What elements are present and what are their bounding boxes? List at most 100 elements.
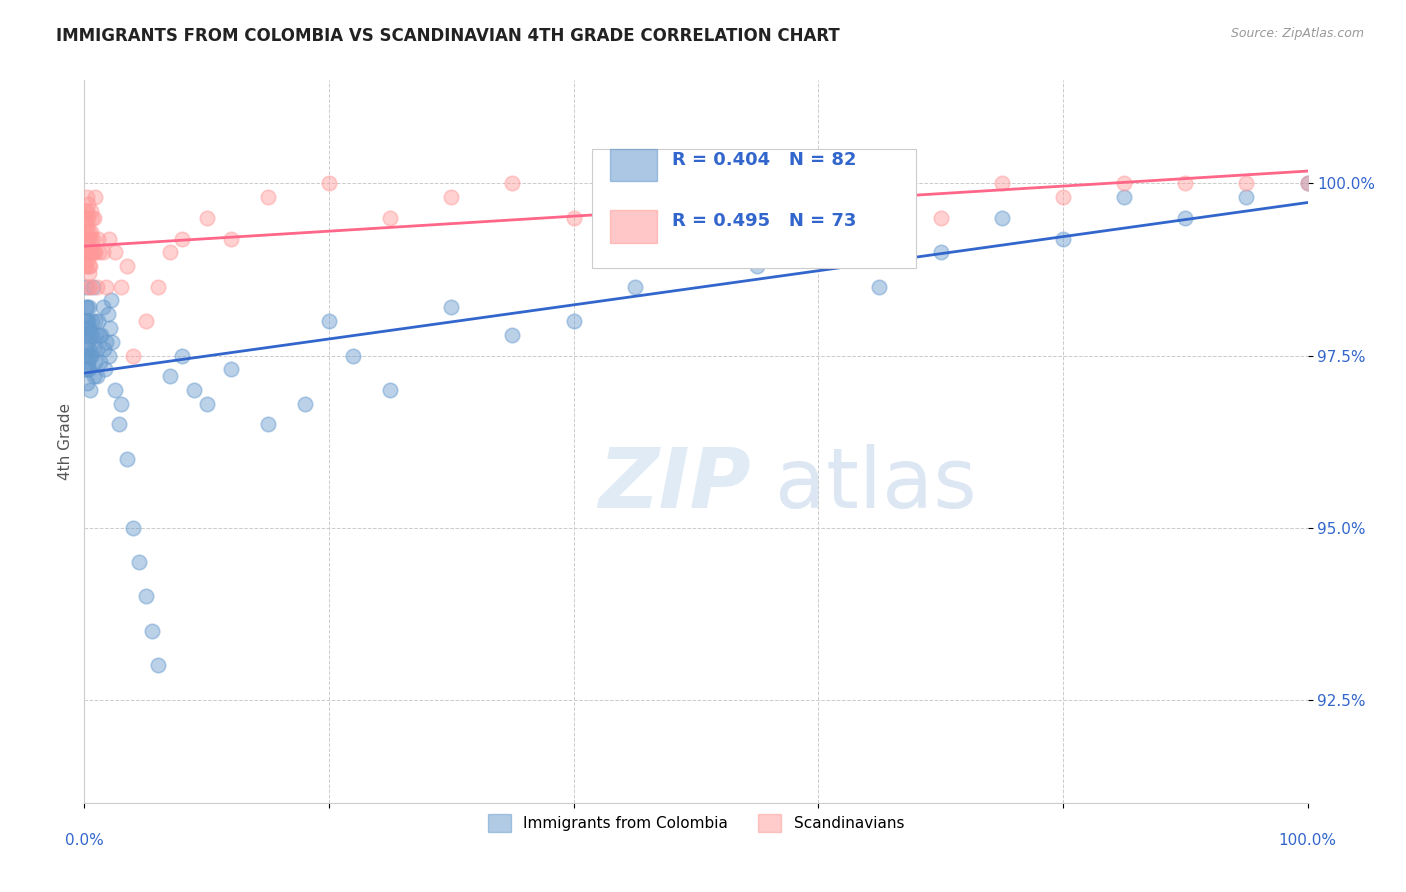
Point [172, 349, 194, 363]
Point [1052, 190, 1074, 204]
Point [77, 245, 100, 260]
Point [115, 451, 138, 466]
Text: R = 0.495   N = 73: R = 0.495 N = 73 [672, 212, 856, 230]
Point [380, 211, 402, 225]
Point [84, 245, 107, 260]
Point [929, 245, 952, 260]
Point [79, 383, 101, 397]
Point [77, 342, 100, 356]
Point [115, 259, 138, 273]
Point [83, 369, 105, 384]
Y-axis label: 4th Grade: 4th Grade [58, 403, 73, 480]
Point [1296, 177, 1319, 191]
Point [159, 369, 181, 384]
Point [76, 252, 98, 267]
Point [90, 327, 112, 342]
Point [83, 245, 105, 260]
Legend: Immigrants from Colombia, Scandinavians: Immigrants from Colombia, Scandinavians [482, 807, 910, 838]
Point [83, 314, 105, 328]
Point [1114, 177, 1136, 191]
Point [75, 327, 97, 342]
Point [440, 301, 463, 315]
Point [75, 349, 97, 363]
Point [257, 190, 280, 204]
Point [77, 225, 100, 239]
Text: 100.0%: 100.0% [1278, 833, 1337, 848]
Point [76, 204, 98, 219]
Point [318, 314, 340, 328]
Point [141, 624, 163, 638]
Point [80, 349, 103, 363]
Point [502, 327, 524, 342]
Point [80, 245, 103, 260]
Text: IMMIGRANTS FROM COLOMBIA VS SCANDINAVIAN 4TH GRADE CORRELATION CHART: IMMIGRANTS FROM COLOMBIA VS SCANDINAVIAN… [56, 27, 839, 45]
Point [79, 349, 101, 363]
Point [75, 245, 97, 260]
Point [146, 279, 169, 293]
Point [97, 349, 120, 363]
Point [624, 177, 647, 191]
Point [96, 334, 118, 349]
Point [80, 314, 103, 328]
Point [110, 279, 132, 293]
Point [76, 321, 98, 335]
Point [93, 342, 115, 356]
Point [76, 190, 98, 204]
Point [110, 397, 132, 411]
Point [75, 362, 97, 376]
Point [107, 417, 129, 432]
Point [122, 349, 145, 363]
Point [79, 245, 101, 260]
Point [87, 327, 110, 342]
Point [84, 327, 107, 342]
Point [440, 190, 463, 204]
Point [75, 238, 97, 252]
Point [1114, 190, 1136, 204]
Point [77, 231, 100, 245]
Point [75, 349, 97, 363]
Text: Source: ZipAtlas.com: Source: ZipAtlas.com [1230, 27, 1364, 40]
Point [318, 177, 340, 191]
Point [97, 307, 120, 321]
Point [75, 259, 97, 273]
Point [75, 301, 97, 315]
Point [807, 177, 830, 191]
Point [869, 190, 891, 204]
Text: R = 0.404   N = 82: R = 0.404 N = 82 [672, 151, 856, 169]
Point [75, 279, 97, 293]
Point [869, 279, 891, 293]
Point [79, 266, 101, 280]
Point [75, 231, 97, 245]
Point [94, 362, 117, 376]
Point [929, 211, 952, 225]
Point [79, 245, 101, 260]
Point [87, 231, 110, 245]
FancyBboxPatch shape [592, 149, 917, 268]
Point [172, 231, 194, 245]
Point [80, 231, 103, 245]
Point [82, 327, 104, 342]
Point [83, 190, 105, 204]
Point [1236, 190, 1258, 204]
Point [747, 211, 769, 225]
Point [83, 211, 105, 225]
Point [89, 355, 111, 369]
Point [87, 314, 110, 328]
Point [77, 321, 100, 335]
Point [79, 279, 101, 293]
Point [1174, 211, 1197, 225]
Point [91, 245, 114, 260]
Point [77, 231, 100, 245]
Point [75, 204, 97, 219]
Point [807, 231, 830, 245]
Point [86, 369, 108, 384]
Point [82, 279, 104, 293]
Point [79, 327, 101, 342]
Point [79, 259, 101, 273]
Point [100, 293, 122, 308]
Point [122, 520, 145, 534]
FancyBboxPatch shape [610, 211, 657, 243]
Point [82, 211, 104, 225]
Text: ZIP: ZIP [598, 444, 751, 525]
Point [294, 397, 316, 411]
